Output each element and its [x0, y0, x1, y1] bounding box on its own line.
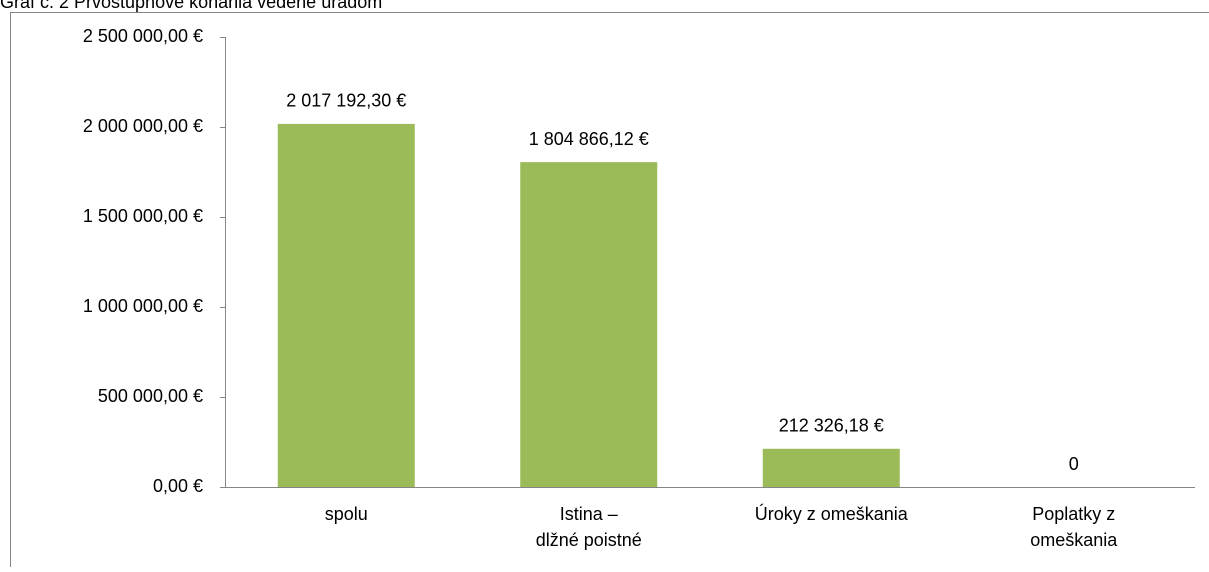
bar — [763, 449, 900, 487]
y-tick-label: 500 000,00 € — [98, 386, 203, 406]
x-tick-label: Úroky z omeškania — [755, 503, 909, 524]
y-tick-label: 0,00 € — [153, 476, 203, 496]
y-tick-label: 1 000 000,00 € — [83, 296, 203, 316]
y-tick-label: 1 500 000,00 € — [83, 206, 203, 226]
bar — [520, 162, 657, 487]
data-label: 0 — [1069, 454, 1079, 474]
bar — [278, 124, 415, 487]
y-tick-label: 2 000 000,00 € — [83, 116, 203, 136]
data-label: 2 017 192,30 € — [286, 91, 406, 111]
data-label: 1 804 866,12 € — [529, 129, 649, 149]
x-tick-label: spolu — [325, 504, 368, 524]
x-tick-label: Istina –dlžné poistné — [536, 504, 642, 550]
y-tick-label: 2 500 000,00 € — [83, 26, 203, 46]
data-label: 212 326,18 € — [779, 416, 884, 436]
chart-title: Graf č. 2 Prvostupňové konania vedené úr… — [0, 0, 382, 12]
